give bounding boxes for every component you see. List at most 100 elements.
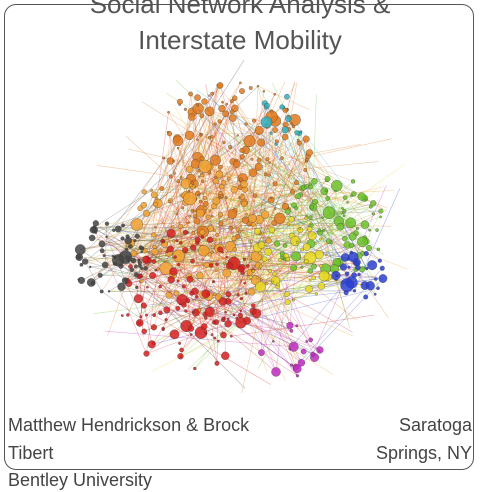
node	[112, 255, 114, 257]
node	[114, 256, 117, 259]
node	[143, 266, 147, 270]
node	[215, 269, 218, 272]
node	[236, 317, 238, 319]
node	[272, 340, 274, 342]
node	[285, 116, 291, 122]
node	[233, 247, 237, 251]
node	[162, 329, 164, 331]
node	[252, 309, 261, 318]
node	[255, 126, 263, 134]
node	[217, 247, 223, 253]
node	[334, 190, 336, 192]
network-graph	[40, 60, 440, 405]
node	[282, 127, 288, 133]
node	[192, 232, 195, 235]
node	[188, 92, 192, 96]
node	[170, 268, 178, 276]
node	[304, 217, 307, 220]
node	[294, 206, 298, 210]
node	[192, 288, 199, 295]
node	[178, 224, 183, 229]
node	[303, 243, 310, 250]
node	[226, 262, 233, 269]
node	[201, 323, 207, 329]
node	[354, 261, 359, 266]
node	[155, 269, 157, 271]
node	[282, 134, 288, 140]
node	[173, 240, 176, 243]
node	[138, 206, 143, 211]
node	[337, 223, 344, 230]
node	[82, 258, 88, 264]
node	[251, 158, 254, 161]
node	[366, 281, 375, 290]
node	[208, 225, 214, 231]
node	[316, 347, 323, 354]
node	[319, 271, 329, 281]
node	[162, 157, 165, 160]
node	[181, 178, 191, 188]
node	[245, 123, 248, 126]
node	[140, 267, 143, 270]
node	[118, 283, 126, 291]
node	[121, 224, 124, 227]
node	[238, 230, 241, 233]
node	[238, 313, 243, 318]
node	[177, 263, 180, 266]
node	[323, 207, 335, 219]
node	[297, 141, 302, 146]
node	[196, 104, 199, 107]
node	[307, 227, 312, 232]
node	[276, 283, 279, 286]
node	[152, 313, 155, 316]
node	[242, 217, 249, 224]
node	[229, 115, 236, 122]
node	[326, 239, 331, 244]
node	[250, 259, 252, 261]
node	[261, 117, 272, 128]
node	[167, 131, 169, 133]
node	[176, 306, 181, 311]
node	[289, 216, 295, 222]
node	[207, 237, 213, 243]
node	[125, 282, 127, 284]
node	[134, 272, 138, 276]
node	[193, 210, 195, 212]
node	[100, 249, 104, 253]
node	[356, 227, 359, 230]
node	[211, 215, 213, 217]
node	[187, 276, 193, 282]
node	[218, 119, 222, 123]
node	[126, 255, 131, 260]
node	[188, 222, 190, 224]
node	[151, 232, 156, 237]
node	[368, 229, 371, 232]
node	[343, 196, 347, 200]
node	[216, 233, 219, 236]
node	[380, 266, 385, 271]
node	[296, 194, 301, 199]
edge	[97, 165, 191, 179]
node	[166, 251, 168, 253]
node	[211, 333, 213, 335]
node	[76, 254, 83, 261]
node	[309, 183, 312, 186]
node	[102, 262, 108, 268]
node	[309, 338, 313, 342]
affiliation: Bentley University	[8, 468, 152, 492]
node	[221, 101, 223, 103]
node	[230, 110, 234, 114]
node	[343, 215, 345, 217]
node	[376, 287, 379, 290]
node	[179, 348, 183, 352]
node	[209, 263, 213, 267]
node	[308, 232, 316, 240]
node	[159, 285, 162, 288]
node	[235, 159, 238, 162]
node	[290, 190, 295, 195]
node	[219, 105, 226, 112]
node	[287, 222, 290, 225]
node	[157, 267, 160, 270]
node	[176, 239, 179, 242]
node	[325, 176, 330, 181]
